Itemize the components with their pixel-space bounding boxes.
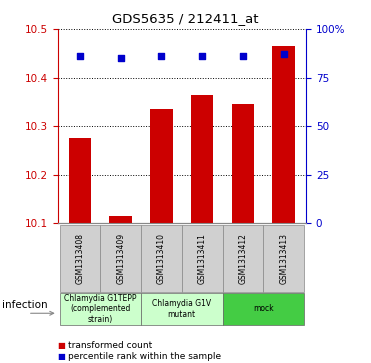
Text: infection: infection [2,299,47,310]
Text: Chlamydia G1V
mutant: Chlamydia G1V mutant [152,299,211,319]
Text: GDS5635 / 212411_at: GDS5635 / 212411_at [112,12,259,25]
Bar [150,109,173,223]
Point [240,53,246,59]
Point [199,53,205,59]
Bar [109,216,132,223]
Text: transformed count: transformed count [68,341,152,350]
Text: percentile rank within the sample: percentile rank within the sample [68,352,221,361]
Point [158,53,164,59]
Point [77,53,83,59]
Text: GSM1313411: GSM1313411 [198,233,207,284]
Text: GSM1313409: GSM1313409 [116,233,125,284]
Point [118,55,124,61]
Text: GSM1313410: GSM1313410 [157,233,166,284]
Bar [191,95,213,223]
Text: Chlamydia G1TEPP
(complemented
strain): Chlamydia G1TEPP (complemented strain) [64,294,137,324]
Bar [69,138,91,223]
Text: ■: ■ [58,352,65,361]
Point [281,52,287,57]
Text: mock: mock [253,305,273,313]
Text: GSM1313408: GSM1313408 [75,233,85,284]
Text: GSM1313412: GSM1313412 [239,233,247,284]
Text: GSM1313413: GSM1313413 [279,233,288,284]
Bar [272,46,295,223]
Text: ■: ■ [58,341,65,350]
Bar [232,104,254,223]
